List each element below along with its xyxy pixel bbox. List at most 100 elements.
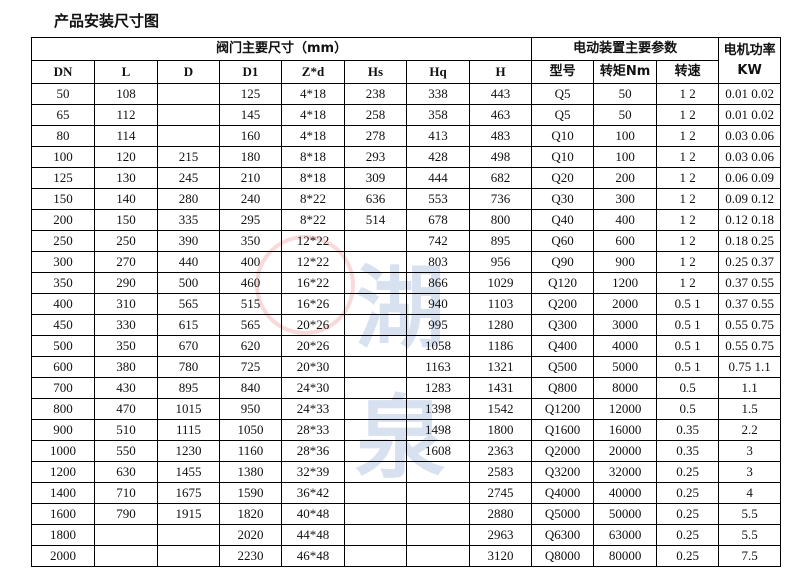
cell-torque: 400 xyxy=(593,209,658,231)
cell-power: 3 xyxy=(718,461,782,483)
cell-power: 0.12 0.18 xyxy=(718,209,782,231)
cell-hs xyxy=(344,230,407,252)
cell-l: 290 xyxy=(94,272,158,294)
cell-power: 4 xyxy=(718,482,782,504)
cell-hs xyxy=(344,524,407,546)
cell-dn: 1800 xyxy=(31,524,95,546)
cell-speed: 1 2 xyxy=(656,230,720,252)
valve-dimensions-header: 阀门主要尺寸（mm） xyxy=(30,37,533,61)
cell-model: Q120 xyxy=(531,272,595,294)
column-header-torque: 转矩Nm xyxy=(593,60,658,84)
cell-dn: 400 xyxy=(31,293,95,315)
cell-speed: 0.5 xyxy=(656,377,720,399)
table-row: 1800 2020 44*48 2963 Q6300 63000 0.25 5.5 xyxy=(31,524,782,546)
cell-power: 0.01 0.02 xyxy=(718,104,782,126)
cell-d1: 160 xyxy=(219,125,282,147)
cell-power: 0.37 0.55 xyxy=(718,272,782,294)
cell-h: 1029 xyxy=(468,272,533,294)
cell-speed: 0.25 xyxy=(656,482,720,504)
cell-h: 2963 xyxy=(468,524,533,546)
cell-speed: 1 2 xyxy=(656,83,720,105)
cell-power: 1.1 xyxy=(718,377,782,399)
cell-hq: 803 xyxy=(406,251,470,273)
cell-dn: 50 xyxy=(31,83,95,105)
cell-torque: 100 xyxy=(593,146,658,168)
cell-speed: 1 2 xyxy=(656,167,720,189)
cell-speed: 1 2 xyxy=(656,146,720,168)
cell-l: 310 xyxy=(94,293,158,315)
cell-hq xyxy=(406,482,470,504)
table-row: 700 430 895 840 24*30 1283 1431 Q800 8000 0.5 1.1 xyxy=(31,377,782,399)
cell-h: 3120 xyxy=(468,545,533,567)
cell-hs: 514 xyxy=(344,209,407,231)
cell-hs: 258 xyxy=(344,104,407,126)
cell-d1: 400 xyxy=(219,251,282,273)
cell-zd: 4*18 xyxy=(281,83,345,105)
cell-torque: 8000 xyxy=(593,377,658,399)
cell-hq: 553 xyxy=(406,188,470,210)
cell-d xyxy=(157,125,220,147)
cell-h: 956 xyxy=(468,251,533,273)
column-header-zd: Z*d xyxy=(281,60,345,84)
cell-dn: 1600 xyxy=(31,503,95,525)
cell-torque: 600 xyxy=(593,230,658,252)
cell-power: 0.01 0.02 xyxy=(718,83,782,105)
cell-l: 108 xyxy=(94,83,158,105)
column-header-hs: Hs xyxy=(344,60,407,84)
cell-hs xyxy=(344,377,407,399)
cell-hq: 1398 xyxy=(406,398,470,420)
cell-dn: 250 xyxy=(31,230,95,252)
table-row: 125 130 245 210 8*18 309 444 682 Q20 200 1 2 0.06 0… xyxy=(31,167,782,189)
cell-model: Q20 xyxy=(531,167,595,189)
cell-d: 245 xyxy=(157,167,220,189)
cell-hq: 358 xyxy=(406,104,470,126)
cell-d1: 950 xyxy=(219,398,282,420)
actuator-params-header: 电动装置主要参数 xyxy=(531,37,720,61)
cell-speed: 0.25 xyxy=(656,545,720,567)
cell-zd: 20*26 xyxy=(281,335,345,357)
cell-torque: 5000 xyxy=(593,356,658,378)
cell-hq: 995 xyxy=(406,314,470,336)
cell-model: Q30 xyxy=(531,188,595,210)
cell-l: 710 xyxy=(94,482,158,504)
column-header-d: D xyxy=(157,60,220,84)
cell-dn: 200 xyxy=(31,209,95,231)
cell-speed: 1 2 xyxy=(656,272,720,294)
cell-model: Q3200 xyxy=(531,461,595,483)
cell-dn: 80 xyxy=(31,125,95,147)
cell-power: 5.5 xyxy=(718,524,782,546)
cell-d1: 295 xyxy=(219,209,282,231)
cell-power: 0.03 0.06 xyxy=(718,125,782,147)
cell-l: 112 xyxy=(94,104,158,126)
table-row: 80 114 160 4*18 278 413 483 Q10 100 1 2 0.03 0.06 xyxy=(31,125,782,147)
cell-d1: 125 xyxy=(219,83,282,105)
table-row: 2000 2230 46*48 3120 Q8000 80000 0.25 7.5 xyxy=(31,545,782,567)
cell-zd: 32*39 xyxy=(281,461,345,483)
cell-hs: 238 xyxy=(344,83,407,105)
cell-power: 3 xyxy=(718,440,782,462)
cell-zd: 20*26 xyxy=(281,314,345,336)
cell-speed: 0.5 xyxy=(656,398,720,420)
cell-speed: 1 2 xyxy=(656,188,720,210)
table-row: 1600 790 1915 1820 40*48 2880 Q5000 50000 0.25 5.… xyxy=(31,503,782,525)
cell-model: Q300 xyxy=(531,314,595,336)
cell-zd: 12*22 xyxy=(281,251,345,273)
cell-d1: 145 xyxy=(219,104,282,126)
cell-model: Q1200 xyxy=(531,398,595,420)
cell-d xyxy=(157,524,220,546)
cell-dn: 125 xyxy=(31,167,95,189)
cell-hs: 278 xyxy=(344,125,407,147)
cell-hs xyxy=(344,545,407,567)
cell-hs xyxy=(344,461,407,483)
cell-dn: 500 xyxy=(31,335,95,357)
cell-zd: 28*36 xyxy=(281,440,345,462)
cell-h: 1321 xyxy=(468,356,533,378)
cell-zd: 8*18 xyxy=(281,146,345,168)
cell-d xyxy=(157,104,220,126)
cell-d1: 2230 xyxy=(219,545,282,567)
cell-model: Q90 xyxy=(531,251,595,273)
cell-d: 1915 xyxy=(157,503,220,525)
cell-l: 350 xyxy=(94,335,158,357)
dimension-table: 阀门主要尺寸（mm） 电动装置主要参数 电机功率KW DN L D D1 Z*d Hs Hq… xyxy=(30,37,782,567)
cell-dn: 700 xyxy=(31,377,95,399)
